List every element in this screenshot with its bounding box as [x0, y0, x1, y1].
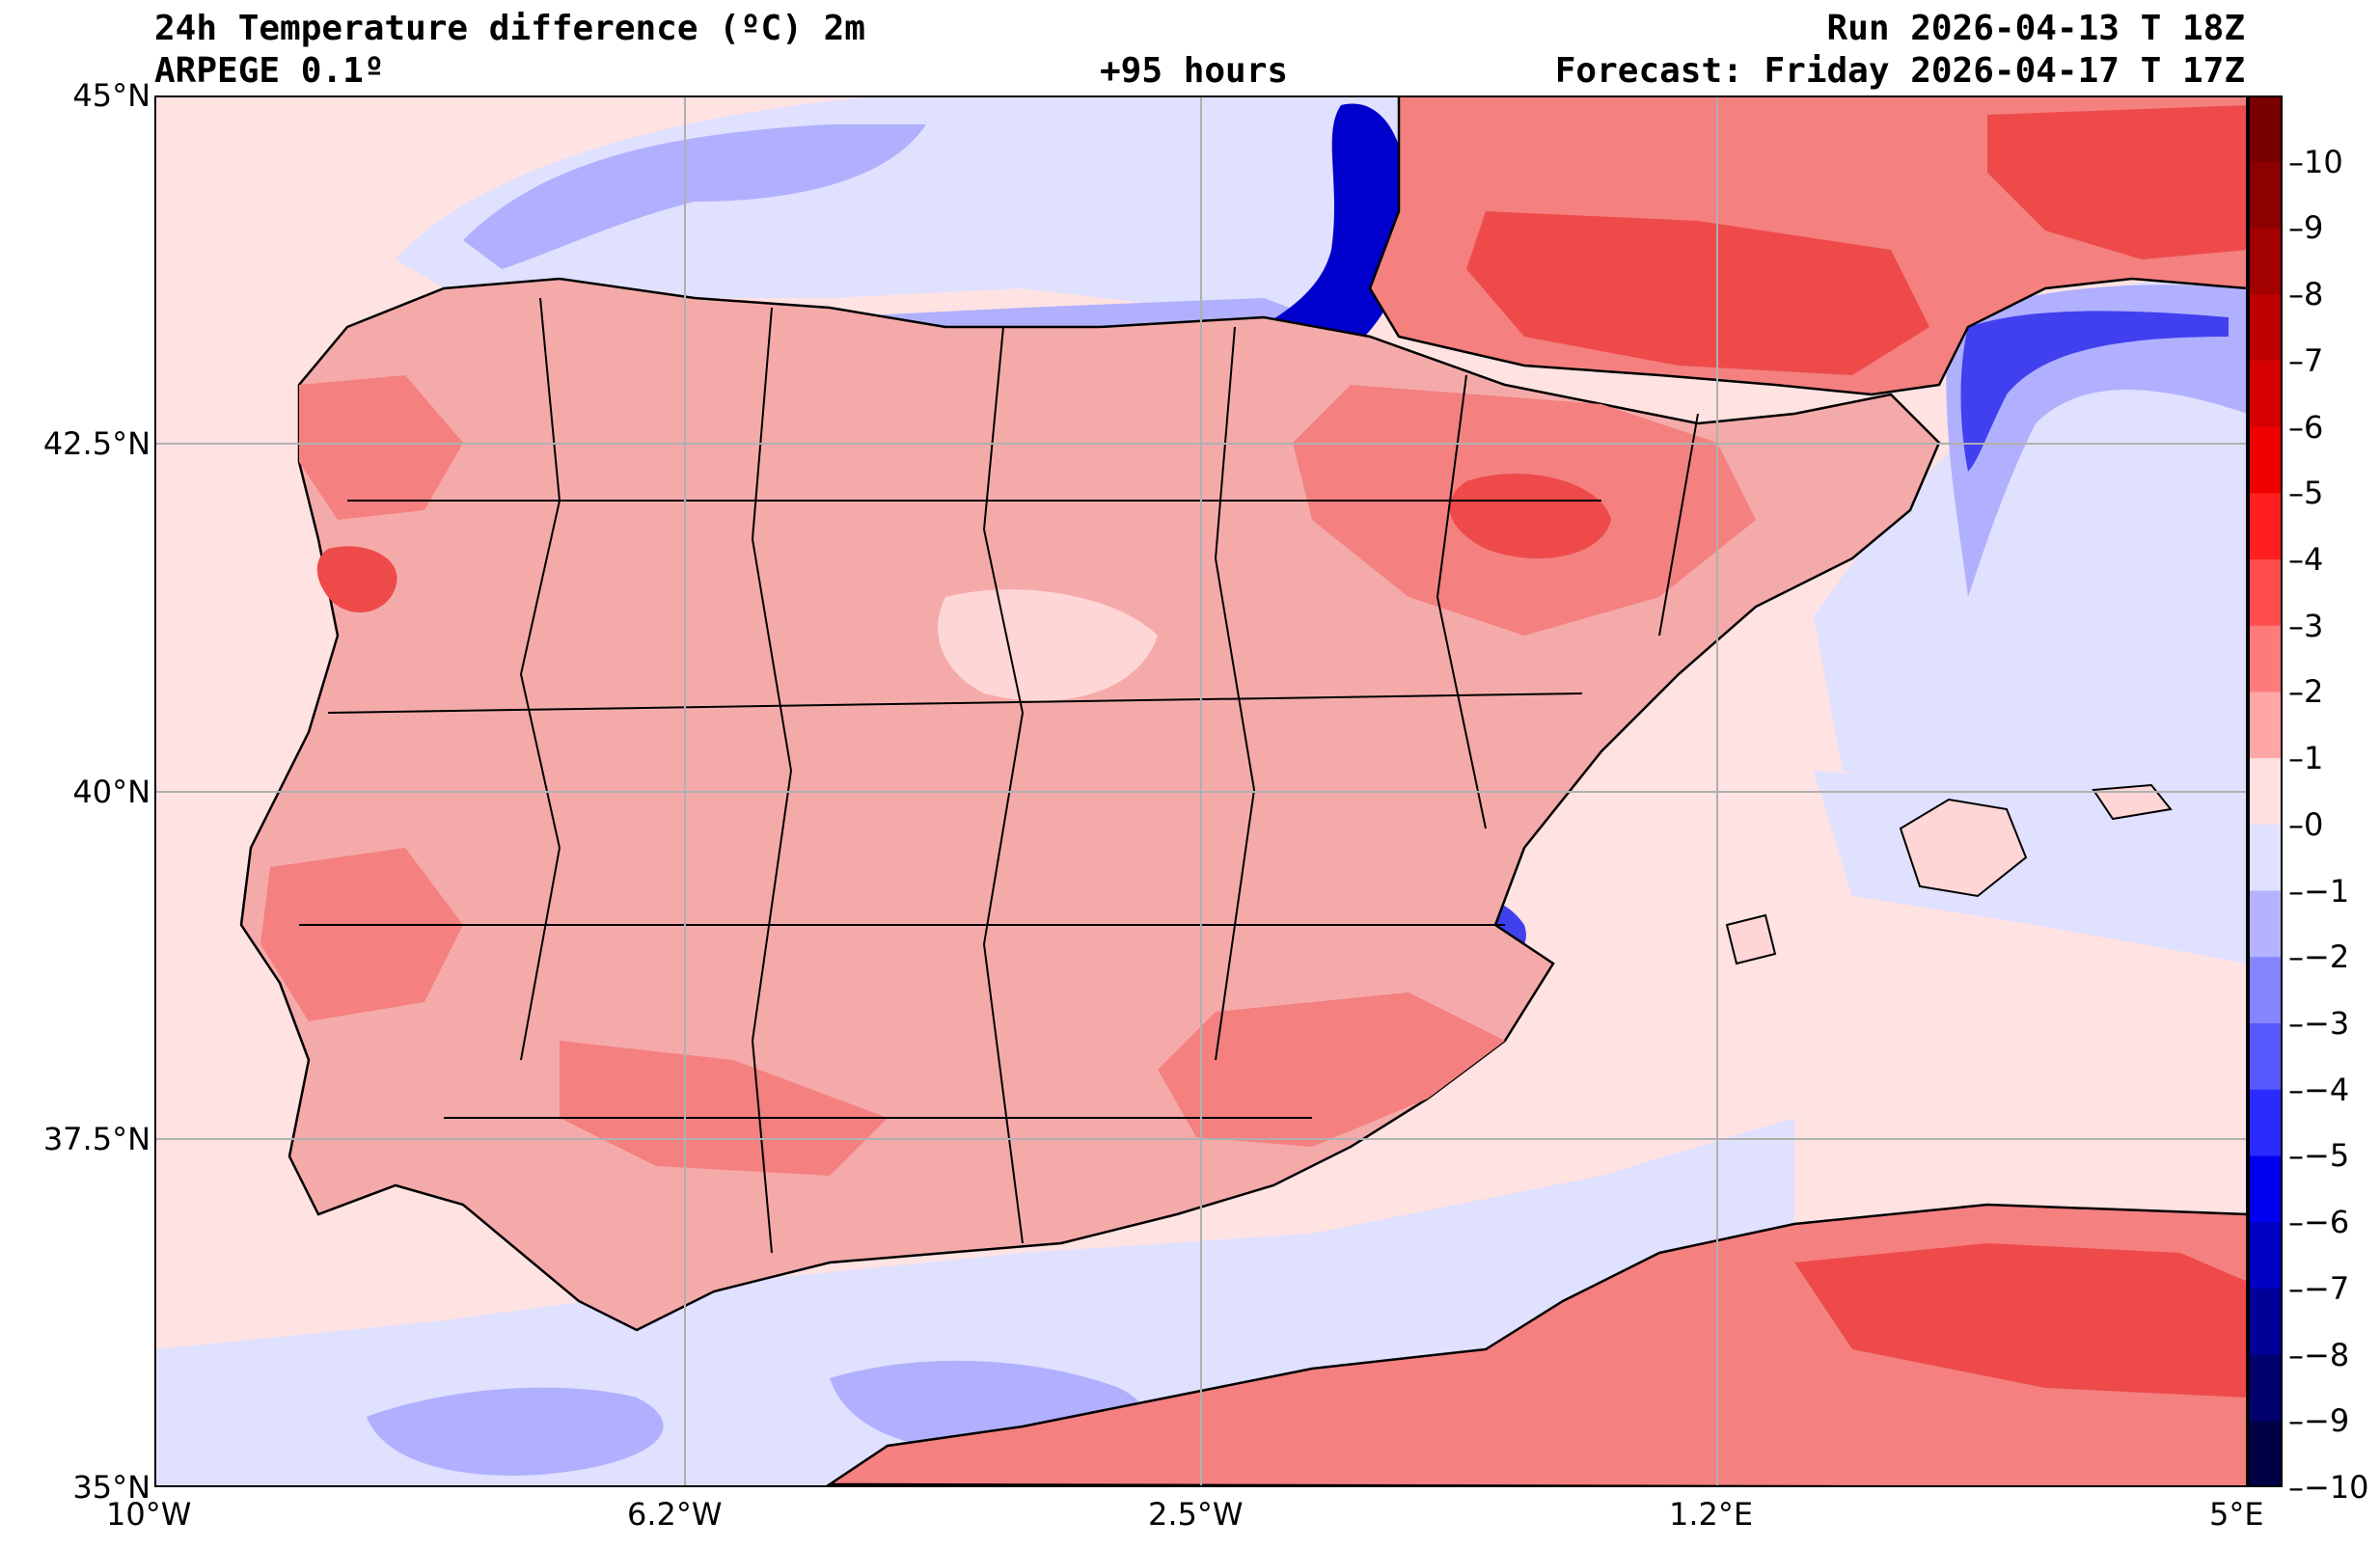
interior-pale: [938, 589, 1158, 701]
colorbar-band: [2248, 294, 2283, 362]
graticule: [154, 95, 2248, 1487]
colorbar-tick-label: –1: [2288, 740, 2324, 777]
lead-time-label: +95 hours: [1100, 51, 1289, 91]
colorbar-band: [2248, 758, 2283, 826]
colorbar-tick-label: –8: [2288, 276, 2324, 313]
province-borders: [299, 297, 1699, 1254]
colorbar-band: [2248, 692, 2283, 759]
colorbar-tick-label: –9: [2288, 209, 2324, 247]
lon-label-1-2e: 1.2°E: [1669, 1496, 1754, 1533]
colorbar-border: [2248, 95, 2283, 1487]
lon-label-2-5w: 2.5°W: [1148, 1496, 1244, 1533]
colorbar-band: [2248, 1089, 2283, 1156]
colorbar-tick-label: –−1: [2288, 872, 2350, 910]
lon-label-5e: 5°E: [2209, 1496, 2264, 1533]
biscay-extreme-cold: [1138, 103, 1409, 395]
colorbar-tick-label: –−2: [2288, 938, 2350, 976]
ibiza: [1725, 913, 1777, 965]
alps-hot: [1987, 105, 2248, 259]
lat-label-35: 35°N: [72, 1469, 150, 1506]
colorbar-band: [2248, 360, 2283, 428]
lon-label-6-2w: 6.2°W: [627, 1496, 723, 1533]
algeria-hot: [1794, 1243, 2248, 1398]
colorbar-tick-label: –−10: [2288, 1469, 2369, 1506]
guadalquivir-warm: [560, 1041, 888, 1176]
colorbar-tick-label: –−7: [2288, 1269, 2350, 1307]
colorbar-tick-label: –−5: [2288, 1137, 2350, 1175]
colorbar-band: [2248, 957, 2283, 1024]
forecast-label: Forecast: Friday 2026-04-17 T 17Z: [1554, 51, 2245, 91]
lat-label-40: 40°N: [72, 774, 150, 810]
temperature-map: [154, 95, 2248, 1487]
colorbar-tick-label: –3: [2288, 607, 2324, 644]
portugal-warm: [260, 848, 463, 1021]
colorbar-tick-label: –0: [2288, 805, 2324, 843]
colorbar-tick-label: –−4: [2288, 1071, 2350, 1108]
colorbar-tick-label: –2: [2288, 673, 2324, 711]
colorbar-band: [2248, 890, 2283, 958]
alboran-cold: [367, 1387, 664, 1476]
colorbar-band: [2248, 426, 2283, 494]
run-label: Run 2026-04-13 T 18Z: [1826, 9, 2245, 48]
colorbar-tick-label: –−6: [2288, 1204, 2350, 1241]
lat-label-42-5: 42.5°N: [42, 425, 150, 462]
colorbar-tick-label: –10: [2288, 143, 2343, 180]
colorbar-band: [2248, 559, 2283, 627]
map-border: [154, 95, 2248, 1487]
colorbar-tick-label: –−8: [2288, 1336, 2350, 1373]
colorbar-tick-label: –7: [2288, 341, 2324, 379]
colorbar-band: [2248, 228, 2283, 295]
ebro-hot: [1449, 474, 1611, 558]
colorbar-band: [2248, 493, 2283, 560]
colorbar-tick-label: –4: [2288, 541, 2324, 578]
colorbar-band: [2248, 824, 2283, 892]
mallorca: [1899, 798, 2028, 898]
bay-of-biscay-cold: [463, 124, 926, 269]
model-label: ARPEGE 0.1º: [154, 51, 385, 91]
portugal-hot: [316, 546, 397, 613]
menorca: [2092, 783, 2173, 821]
colorbar-band: [2248, 1354, 2283, 1422]
colorbar-band: [2248, 1155, 2283, 1223]
galicia-warm: [299, 375, 463, 520]
south-warm: [1158, 992, 1505, 1147]
colorbar-tick-label: –6: [2288, 408, 2324, 446]
colorbar-tick-label: –−3: [2288, 1005, 2350, 1042]
colorbar-band: [2248, 1421, 2283, 1487]
colorbar-band: [2248, 95, 2283, 163]
france-hot: [1466, 211, 1929, 375]
colorbar-band: [2248, 1222, 2283, 1290]
map-canvas: [154, 95, 2248, 1487]
colorbar-band: [2248, 625, 2283, 693]
colorbar-band: [2248, 1288, 2283, 1356]
gulf-of-lion-cool: [1814, 269, 2248, 828]
colorbar-tick-label: –−9: [2288, 1402, 2350, 1440]
map-title: 24h Temperature difference (ºC) 2m: [154, 9, 865, 48]
gulf-of-lion-very-cold: [1960, 311, 2229, 472]
colorbar-tick-label: –5: [2288, 475, 2324, 512]
lat-label-45: 45°N: [72, 77, 150, 114]
lat-label-37-5: 37.5°N: [42, 1121, 150, 1157]
colorbar-band: [2248, 161, 2283, 229]
lon-label-10w: 10°W: [106, 1496, 192, 1533]
colorbar: [2248, 95, 2283, 1487]
colorbar-band: [2248, 1023, 2283, 1091]
